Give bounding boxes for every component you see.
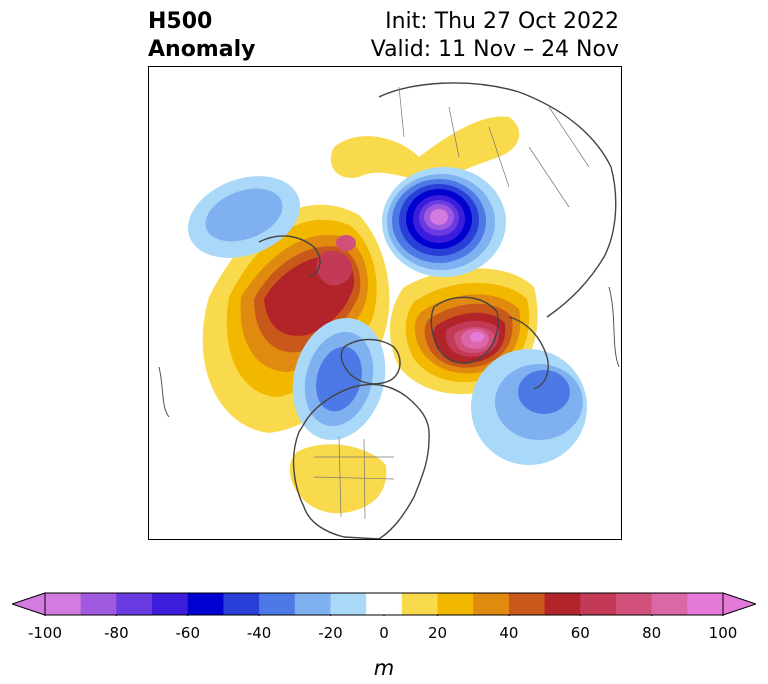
colorbar-segment — [544, 593, 581, 615]
anomaly-map — [148, 66, 622, 540]
valid-range: Valid: 11 Nov – 24 Nov — [370, 37, 619, 62]
ridge-southwest-us-mexico — [289, 444, 387, 514]
colorbar-segment — [508, 593, 546, 615]
trough-siberia-kara — [382, 167, 506, 277]
title-field: Anomaly — [148, 37, 256, 62]
colorbar-extend-low — [12, 592, 46, 616]
trough-western-europe-atlantic — [471, 349, 587, 465]
colorbar-segment — [615, 593, 653, 615]
colorbar-unit: m — [373, 656, 395, 680]
colorbar-segment — [330, 593, 367, 615]
colorbar-segment — [259, 593, 296, 615]
coastlines — [258, 82, 617, 539]
colorbar-segment — [473, 593, 510, 615]
colorbar-segment — [687, 593, 724, 615]
map-canvas — [158, 82, 620, 539]
colorbar-segment — [366, 593, 403, 615]
colorbar-segment — [187, 593, 224, 615]
colorbar-tick-label: -20 — [318, 624, 343, 642]
colorbar-tick-label: 100 — [708, 624, 738, 642]
colorbar-segment — [294, 593, 331, 615]
colorbar-segment — [401, 593, 439, 615]
title-variable: H500 — [148, 9, 213, 34]
map-dates: Init: Thu 27 Oct 2022 Valid: 11 Nov – 24… — [371, 8, 619, 64]
colorbar — [12, 592, 756, 616]
ridge-arctic-band — [330, 116, 520, 182]
colorbar-segment — [437, 593, 474, 615]
colorbar-tick-label: -100 — [27, 624, 63, 642]
colorbar-frame — [44, 592, 724, 616]
colorbar-segment — [116, 593, 153, 615]
colorbar-tick-label: -60 — [175, 624, 200, 642]
colorbar-tick-label: -40 — [246, 624, 272, 642]
map-title: H500 Anomaly — [148, 8, 255, 64]
colorbar-tick-label: 60 — [570, 624, 590, 642]
colorbar-segment — [580, 593, 617, 615]
colorbar-tick-label: 40 — [499, 624, 519, 642]
colorbar-tick-label: 0 — [379, 624, 389, 642]
colorbar-segment — [223, 593, 260, 615]
colorbar-tick-label: -80 — [104, 624, 129, 642]
colorbar-segment — [45, 593, 82, 615]
coastlines-outer — [158, 286, 620, 418]
country-borders — [313, 86, 590, 520]
init-date: Init: Thu 27 Oct 2022 — [385, 9, 619, 34]
ridge-greenland-north-atlantic — [389, 268, 538, 395]
colorbar-segment — [80, 593, 117, 615]
colorbar-extend-high — [722, 592, 756, 616]
colorbar-segment — [152, 593, 189, 615]
colorbar-segment — [651, 593, 688, 615]
colorbar-tick-label: 80 — [642, 624, 662, 642]
colorbar-tick-label: 20 — [427, 624, 448, 642]
